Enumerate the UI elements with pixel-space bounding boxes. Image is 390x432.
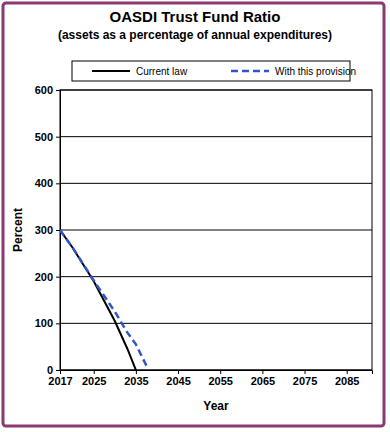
y-tick: 400 xyxy=(35,177,60,189)
y-tick-mark xyxy=(56,370,60,371)
legend-label: Current law xyxy=(136,66,188,77)
grid-line xyxy=(60,183,372,184)
x-tick-label: 2065 xyxy=(251,375,275,387)
title: OASDI Trust Fund Ratio xyxy=(110,8,281,25)
y-tick-mark xyxy=(56,183,60,184)
y-axis-title: Percent xyxy=(11,208,25,252)
x-tick-label: 2017 xyxy=(48,375,72,387)
x-tick: 2035 xyxy=(124,370,148,387)
grid-line xyxy=(60,276,372,277)
x-tick-mark xyxy=(178,370,179,374)
frame xyxy=(3,3,384,426)
legend-swatch xyxy=(231,70,269,73)
x-tick-label: 2055 xyxy=(208,375,232,387)
y-tick-mark xyxy=(56,137,60,138)
x-tick: 2075 xyxy=(293,370,317,387)
x-tick: 2055 xyxy=(208,370,232,387)
x-axis-line xyxy=(61,371,373,375)
x-tick: 2045 xyxy=(166,370,190,387)
y-tick-mark xyxy=(56,277,60,278)
x-tick-mark xyxy=(305,370,306,374)
y-tick-label: 500 xyxy=(35,131,53,143)
legend-swatch xyxy=(92,70,130,72)
y-tick: 500 xyxy=(35,131,60,143)
grid-line xyxy=(60,323,372,324)
y-tick-mark xyxy=(56,323,60,324)
subtitle: (assets as a percentage of annual expend… xyxy=(58,28,332,42)
chart: OASDI Trust Fund Ratio (assets as a perce… xyxy=(0,0,390,432)
y-axis: 0 100 200 300 400 500 600 xyxy=(35,84,61,376)
y-tick: 200 xyxy=(35,271,60,283)
plot-frame xyxy=(60,90,372,370)
y-tick: 0 xyxy=(47,364,60,376)
x-axis-title: Year xyxy=(203,399,229,413)
grid xyxy=(60,90,372,370)
x-tick-mark xyxy=(94,370,95,374)
y-tick-label: 300 xyxy=(35,224,53,236)
x-tick-label: 2045 xyxy=(166,375,190,387)
x-tick-mark xyxy=(136,370,137,374)
y-tick: 100 xyxy=(35,317,60,329)
x-tick-mark xyxy=(220,370,221,374)
series-line xyxy=(60,230,149,370)
x-tick-label: 2085 xyxy=(335,375,359,387)
legend-label: With this provision xyxy=(275,66,356,77)
y-tick-label: 600 xyxy=(35,84,53,96)
y-tick-mark xyxy=(56,230,60,231)
grid-line xyxy=(60,230,372,231)
y-tick-label: 100 xyxy=(35,317,53,329)
y-tick-label: 200 xyxy=(35,271,53,283)
y-tick-label: 0 xyxy=(47,364,53,376)
y-tick-label: 400 xyxy=(35,177,53,189)
y-tick-mark xyxy=(56,90,60,91)
lines xyxy=(60,230,149,370)
y-axis-line xyxy=(56,91,61,371)
x-tick: 2065 xyxy=(251,370,275,387)
legend: Current law With this provision xyxy=(72,61,356,81)
x-tick-mark xyxy=(262,370,263,374)
series-line xyxy=(60,230,136,370)
y-tick: 300 xyxy=(35,224,60,236)
x-tick-label: 2035 xyxy=(124,375,148,387)
x-tick-mark xyxy=(347,370,348,374)
grid-line xyxy=(60,136,372,137)
x-axis: 2017 2025 2035 2045 2055 2065 2075 2085 xyxy=(48,370,372,387)
y-tick: 600 xyxy=(35,84,60,96)
x-tick: 2085 xyxy=(335,370,359,387)
x-tick: 2025 xyxy=(82,370,106,387)
x-tick-label: 2075 xyxy=(293,375,317,387)
x-tick-label: 2025 xyxy=(82,375,106,387)
